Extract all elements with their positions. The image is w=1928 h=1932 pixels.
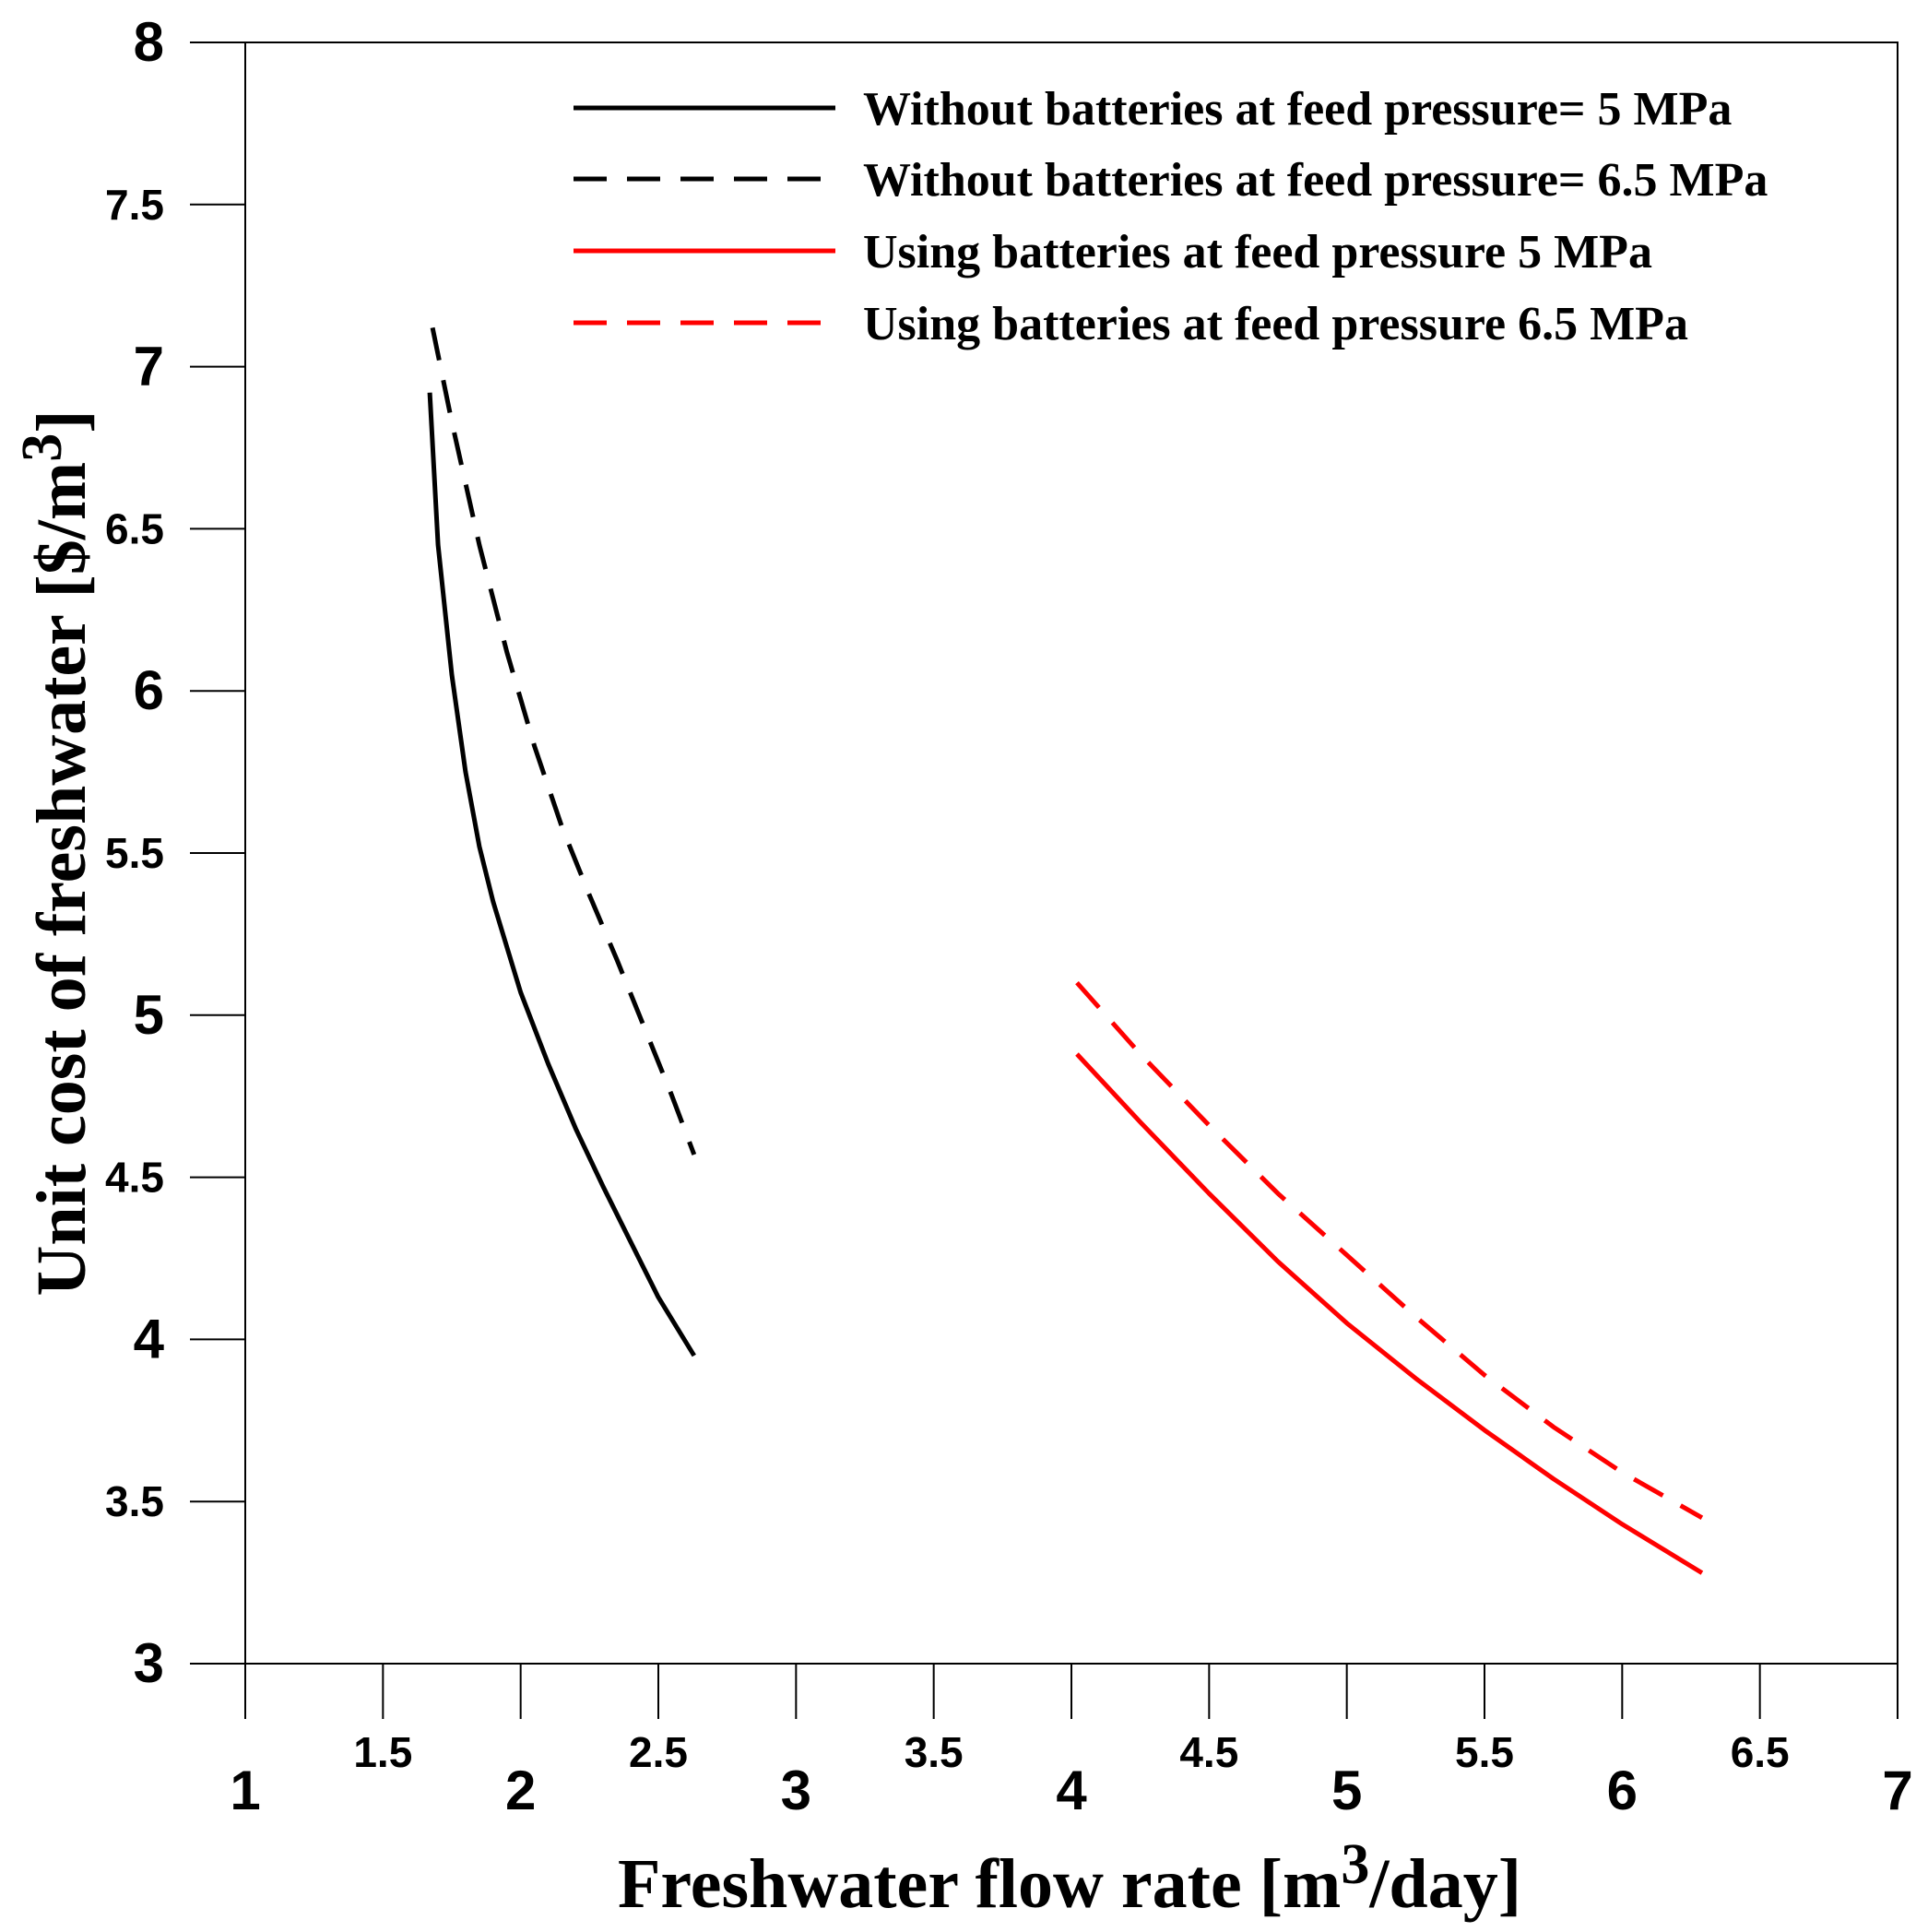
x-tick-label: 1.5 <box>353 1728 412 1776</box>
plot-area-border <box>244 41 1898 1665</box>
y-tick-label: 7.5 <box>105 181 164 229</box>
x-axis-title-unit: /day] <box>1368 1845 1521 1923</box>
x-tick-label: 2.5 <box>629 1728 688 1776</box>
y-tick-label: 4 <box>134 1308 165 1369</box>
x-axis-title-superscript: 3 <box>1341 1833 1369 1896</box>
series-lines <box>427 326 1704 1575</box>
y-tick-label: 3.5 <box>105 1477 164 1525</box>
x-axis-title: Freshwater flow rate [m3/day] <box>618 1833 1521 1923</box>
x-tick-label: 4.5 <box>1179 1728 1238 1776</box>
y-tick-label: 8 <box>134 11 164 73</box>
y-axis-title-main: Unit cost of freshwater [$/m <box>23 462 101 1297</box>
x-tick-label: 6.5 <box>1731 1728 1790 1776</box>
axis-ticks: 3 3.5 4 4.5 5 5.5 6 6.5 7 7.5 8 1 1.5 2 2.5 3 3.5 4 4.5 5 5.… <box>105 11 1913 1821</box>
y-tick-label: 5.5 <box>105 829 164 877</box>
legend: Without batteries at feed pressure= 5 MP… <box>574 83 1768 350</box>
legend-label-2: Without batteries at feed pressure= 6.5 … <box>863 154 1768 207</box>
legend-label-4: Using batteries at feed pressure 6.5 MPa <box>863 298 1688 350</box>
series-line-1 <box>427 392 696 1357</box>
y-tick-label: 6.5 <box>105 504 164 552</box>
y-tick-label: 4.5 <box>105 1154 164 1202</box>
x-tick-label: 1 <box>230 1760 260 1821</box>
x-axis-title-main: Freshwater flow rate [m <box>618 1845 1341 1923</box>
y-axis-title: Unit cost of freshwater [$/m3] <box>11 409 101 1296</box>
legend-label-1: Without batteries at feed pressure= 5 MP… <box>863 83 1732 136</box>
legend-label-3: Using batteries at feed pressure 5 MPa <box>863 226 1652 279</box>
y-axis-title-unit: ] <box>23 409 101 433</box>
x-tick-label: 3 <box>781 1760 811 1821</box>
series-line-2 <box>430 326 697 1156</box>
x-tick-label: 6 <box>1607 1760 1638 1821</box>
series-line-3 <box>1075 1052 1704 1575</box>
x-tick-label: 4 <box>1056 1760 1087 1821</box>
y-tick-label: 5 <box>134 984 164 1046</box>
y-axis-title-superscript: 3 <box>11 433 74 462</box>
x-tick-label: 7 <box>1882 1760 1912 1821</box>
y-tick-label: 6 <box>134 659 164 721</box>
y-tick-label: 7 <box>134 336 164 397</box>
y-tick-label: 3 <box>134 1632 164 1694</box>
x-tick-label: 5 <box>1331 1760 1362 1821</box>
x-tick-label: 3.5 <box>905 1728 964 1776</box>
x-tick-label: 2 <box>505 1760 536 1821</box>
plot-frame <box>244 41 1898 1665</box>
series-line-4 <box>1075 980 1704 1520</box>
x-tick-label: 5.5 <box>1455 1728 1514 1776</box>
